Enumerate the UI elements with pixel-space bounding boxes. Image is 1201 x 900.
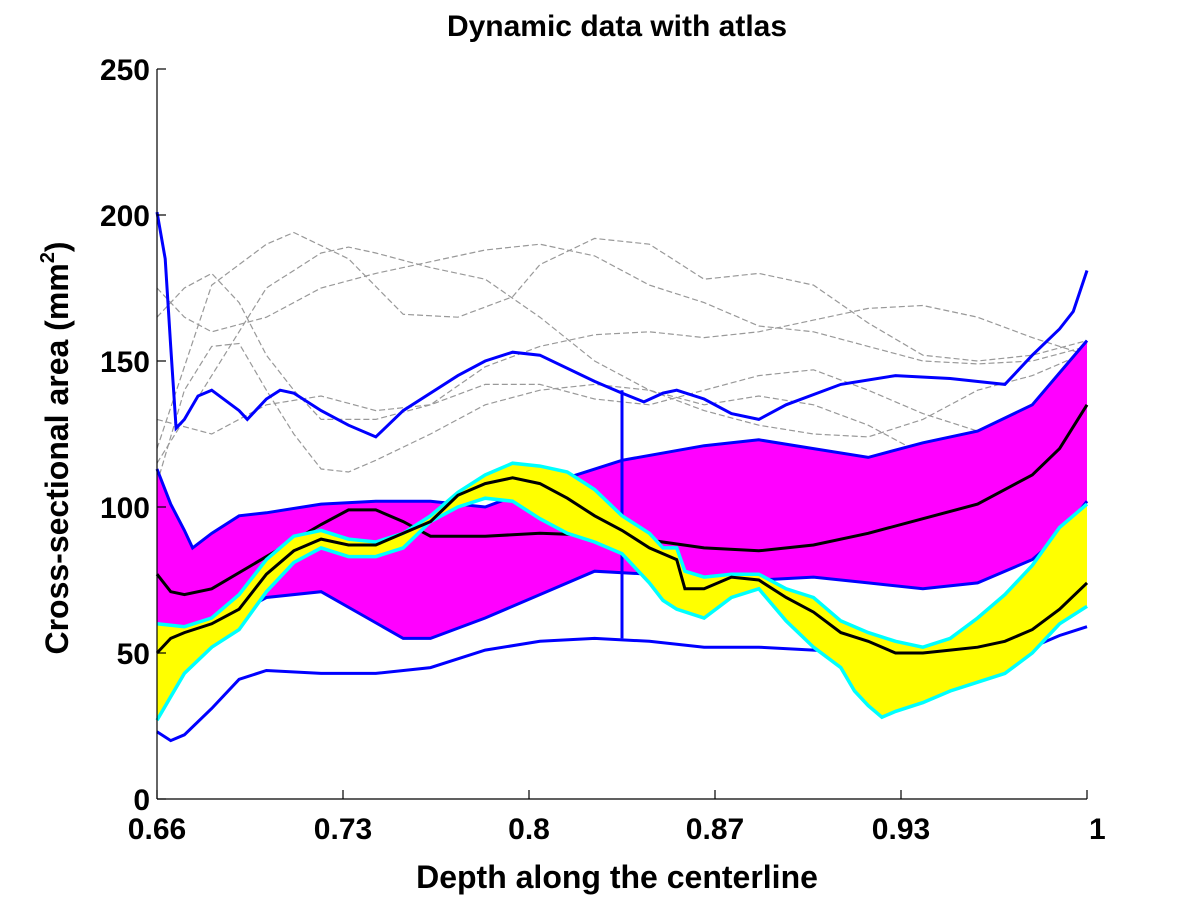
dynamic-mean-line xyxy=(155,476,1089,655)
chart-title: Dynamic data with atlas xyxy=(447,10,787,43)
axes: 0.66 0.73 0.8 0.87 0.93 1 0 50 100 150 200 250 xyxy=(100,54,1106,846)
y-tick-label: 150 xyxy=(100,346,150,379)
x-axis-label: Depth along the centerline xyxy=(416,859,818,895)
gray-curve-2 xyxy=(156,272,1088,432)
gray-curve-1 xyxy=(156,231,1088,449)
x-tick-label: 0.87 xyxy=(686,813,744,846)
plot-area xyxy=(155,211,1089,743)
gray-curve-5 xyxy=(156,304,1088,435)
y-axis-label: Cross-sectional area (mm2) xyxy=(37,241,75,654)
x-tick-label: 1 xyxy=(1089,813,1106,846)
dynamic-band-upper-edge xyxy=(156,461,1089,650)
gray-curve-6 xyxy=(156,243,1088,365)
atlas-mean-line xyxy=(155,404,1089,597)
atlas-envelope-upper xyxy=(155,211,1089,439)
y-tick-label: 100 xyxy=(100,492,150,525)
y-axis-label-main: Cross-sectional area (mm xyxy=(39,263,75,654)
x-tick-label: 0.66 xyxy=(128,813,186,846)
y-tick-label: 50 xyxy=(117,638,150,671)
y-tick-label: 0 xyxy=(133,784,150,817)
y-axis-label-superscript: 2 xyxy=(37,252,59,263)
x-tick-label: 0.8 xyxy=(508,813,550,846)
y-axis-label-close: ) xyxy=(39,241,75,252)
dynamic-band-lower-edge xyxy=(155,496,1088,722)
y-tick-label: 250 xyxy=(100,54,150,87)
gray-curve-3 xyxy=(156,342,1088,484)
gray-curve-4 xyxy=(156,246,1088,464)
y-tick-label: 200 xyxy=(100,200,150,233)
x-tick-label: 0.93 xyxy=(872,813,930,846)
dynamic-band-fill xyxy=(157,463,1087,721)
x-tick-label: 0.73 xyxy=(314,813,372,846)
atlas-band-upper-edge xyxy=(155,339,1089,551)
